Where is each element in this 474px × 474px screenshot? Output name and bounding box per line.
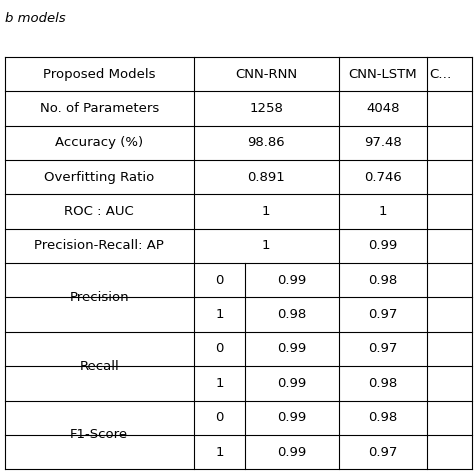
Text: 0.99: 0.99 [277,343,307,356]
Text: 0.99: 0.99 [277,377,307,390]
Text: 1: 1 [262,239,271,252]
Text: 0: 0 [215,343,224,356]
Text: 0.97: 0.97 [368,343,398,356]
Text: 1258: 1258 [249,102,283,115]
Text: F1-Score: F1-Score [70,428,128,441]
Text: 0.99: 0.99 [277,274,307,287]
Text: Precision: Precision [70,291,129,304]
Text: 0.97: 0.97 [368,308,398,321]
Text: Precision-Recall: AP: Precision-Recall: AP [34,239,164,252]
Text: C…: C… [429,68,452,81]
Text: 1: 1 [215,308,224,321]
Text: b models: b models [5,12,65,25]
Text: 97.48: 97.48 [364,137,402,149]
Text: No. of Parameters: No. of Parameters [40,102,159,115]
Text: 0.746: 0.746 [364,171,402,183]
Text: 0.98: 0.98 [368,274,398,287]
Text: 0.99: 0.99 [277,411,307,424]
Text: Overfitting Ratio: Overfitting Ratio [44,171,155,183]
Text: 1: 1 [379,205,387,218]
Text: CNN-LSTM: CNN-LSTM [348,68,417,81]
Text: 0.98: 0.98 [368,411,398,424]
Text: 4048: 4048 [366,102,400,115]
Text: 0: 0 [215,411,224,424]
Text: ROC : AUC: ROC : AUC [64,205,134,218]
Text: 98.86: 98.86 [247,137,285,149]
Text: 0.98: 0.98 [277,308,307,321]
Text: Recall: Recall [80,360,119,373]
Text: 0.891: 0.891 [247,171,285,183]
Text: 0: 0 [215,274,224,287]
Text: 0.99: 0.99 [368,239,398,252]
Text: 1: 1 [262,205,271,218]
Text: Proposed Models: Proposed Models [43,68,155,81]
Text: 0.98: 0.98 [368,377,398,390]
Text: CNN-RNN: CNN-RNN [235,68,297,81]
Text: 0.99: 0.99 [277,446,307,458]
Text: Accuracy (%): Accuracy (%) [55,137,143,149]
Text: 1: 1 [215,446,224,458]
Text: 0.97: 0.97 [368,446,398,458]
Text: 1: 1 [215,377,224,390]
